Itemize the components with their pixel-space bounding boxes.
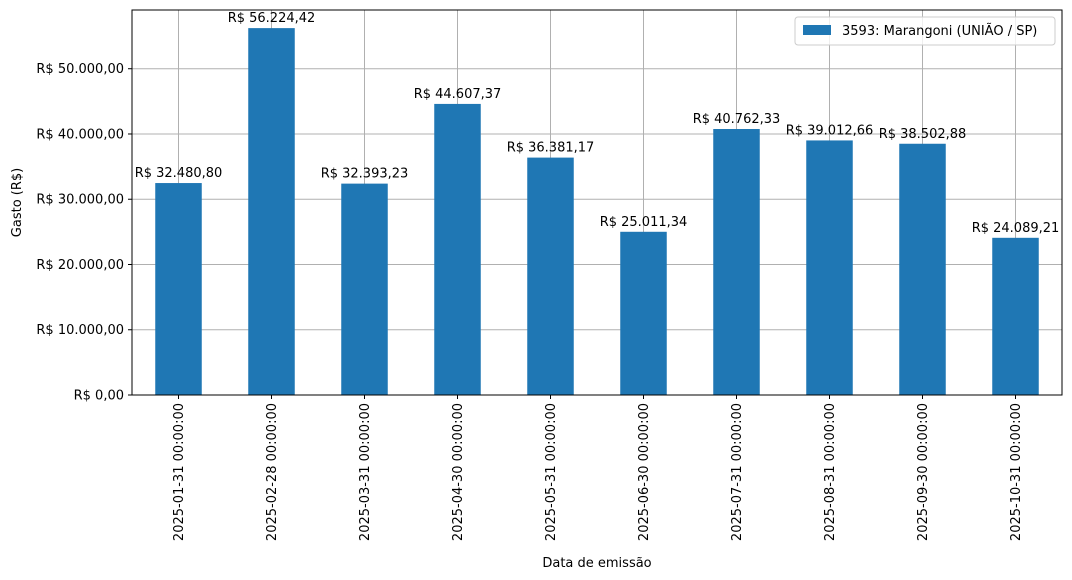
- bar: [248, 28, 295, 395]
- bars: [155, 28, 1039, 396]
- bar: [713, 129, 760, 395]
- x-tick-label: 2025-01-31 00:00:00: [172, 403, 187, 541]
- y-tick-label: R$ 20.000,00: [36, 258, 124, 273]
- x-axis-label: Data de emissão: [542, 556, 651, 571]
- x-tick-label: 2025-05-31 00:00:00: [544, 403, 559, 541]
- bar-value-label: R$ 32.393,23: [321, 167, 409, 182]
- data-labels: R$ 32.480,80 R$ 56.224,42 R$ 32.393,23 R$ 4…: [135, 11, 1060, 236]
- bar: [434, 103, 481, 396]
- bar: [899, 143, 946, 395]
- x-tick-label: 2025-10-31 00:00:00: [1009, 403, 1024, 541]
- bar-value-label: R$ 40.762,33: [693, 112, 781, 127]
- x-axis: 2025-01-31 00:00:00 2025-02-28 00:00:00 20…: [172, 395, 1024, 541]
- bar-value-label: R$ 56.224,42: [228, 11, 316, 26]
- bar-value-label: R$ 32.480,80: [135, 166, 223, 181]
- x-tick-label: 2025-03-31 00:00:00: [358, 403, 373, 541]
- y-axis-label: Gasto (R$): [10, 168, 25, 237]
- bar-value-label: R$ 44.607,37: [414, 87, 502, 102]
- y-tick-label: R$ 10.000,00: [36, 323, 124, 338]
- bar: [527, 157, 574, 395]
- y-tick-label: R$ 0,00: [74, 389, 124, 404]
- bar: [620, 231, 667, 395]
- x-tick-label: 2025-02-28 00:00:00: [265, 403, 280, 541]
- x-tick-label: 2025-06-30 00:00:00: [637, 403, 652, 541]
- y-axis: R$ 0,00 R$ 10.000,00 R$ 20.000,00 R$ 30.000…: [36, 62, 132, 404]
- legend-box: [794, 16, 1056, 46]
- y-tick-label: R$ 50.000,00: [36, 62, 124, 77]
- x-tick-label: 2025-07-31 00:00:00: [730, 403, 745, 541]
- legend-label: 3593: Marangoni (UNIÃO / SP): [842, 23, 1037, 39]
- y-tick-label: R$ 40.000,00: [36, 127, 124, 142]
- bar-value-label: R$ 39.012,66: [786, 123, 874, 138]
- bar: [992, 237, 1039, 395]
- legend-swatch: [803, 25, 831, 35]
- bar: [806, 140, 853, 395]
- bar-value-label: R$ 25.011,34: [600, 215, 688, 230]
- legend: 3593: Marangoni (UNIÃO / SP): [794, 16, 1056, 46]
- x-tick-label: 2025-09-30 00:00:00: [916, 403, 931, 541]
- bar-value-label: R$ 24.089,21: [972, 221, 1060, 236]
- plot-frame: [131, 9, 1063, 396]
- bar: [341, 183, 388, 395]
- bar: [155, 183, 202, 395]
- x-tick-label: 2025-08-31 00:00:00: [823, 403, 838, 541]
- x-tick-label: 2025-04-30 00:00:00: [451, 403, 466, 541]
- bar-value-label: R$ 38.502,88: [879, 127, 967, 142]
- y-tick-label: R$ 30.000,00: [36, 193, 124, 208]
- bar-value-label: R$ 36.381,17: [507, 141, 595, 156]
